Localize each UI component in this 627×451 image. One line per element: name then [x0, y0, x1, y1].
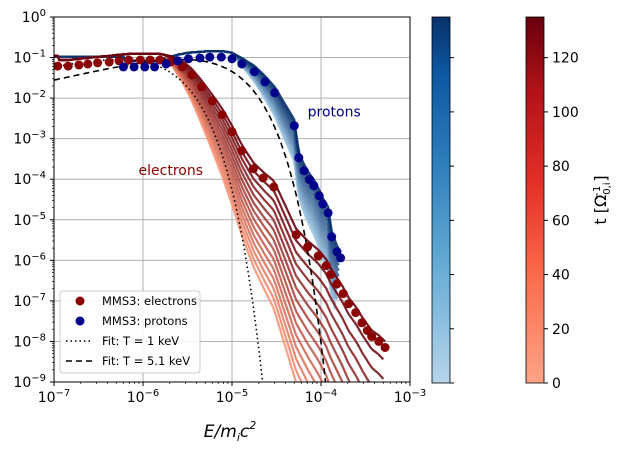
electron-data-point — [124, 55, 134, 65]
colorbar-tick-label: 40 — [552, 268, 570, 284]
proton-data-point — [205, 52, 215, 62]
y-tick-label: 10−1 — [13, 49, 46, 67]
electron-data-point — [197, 82, 207, 92]
colorbar-protons — [431, 16, 451, 384]
electron-data-point — [83, 59, 93, 69]
proton-data-point — [173, 56, 183, 66]
electron-data-point — [258, 173, 268, 183]
annotation-electrons: electrons — [139, 163, 203, 179]
y-tick-label: 10−8 — [13, 332, 46, 350]
legend-box — [59, 290, 201, 374]
electron-data-point — [374, 336, 384, 346]
y-tick-label: 10−9 — [13, 373, 46, 391]
electron-data-point — [321, 261, 331, 271]
proton-data-point — [161, 59, 171, 69]
electron-data-point — [344, 299, 354, 309]
colorbar-tick-label: 20 — [552, 322, 570, 338]
colorbar-tick-label: 120 — [552, 51, 579, 67]
axis-ticks: 10−7 10−6 10−5 10−4 10−3 100 10−1 10−2 10−3 10−4 1… — [13, 8, 426, 406]
electron-data-point — [104, 57, 114, 67]
electron-data-point — [63, 61, 73, 71]
x-tick-label: 10−5 — [216, 388, 249, 406]
proton-data-point — [118, 62, 128, 72]
proton-data-point — [318, 199, 328, 209]
electron-data-point — [93, 58, 103, 68]
electron-data-point — [291, 230, 301, 240]
y-tick-label: 10−3 — [13, 130, 46, 148]
electron-data-point — [357, 318, 367, 328]
colorbar-label: t [Ω0,i−1] — [591, 175, 613, 224]
legend-label: MMS3: electrons — [102, 294, 197, 308]
electron-data-point — [237, 146, 247, 156]
electron-data-point — [269, 182, 279, 192]
electron-data-point — [54, 61, 63, 71]
proton-data-point — [323, 208, 333, 218]
proton-data-point — [237, 59, 247, 69]
electron-data-point — [187, 70, 197, 80]
proton-data-point — [309, 181, 319, 191]
colorbars: 0 20 40 60 80 100 120 t [Ω0,i−1] — [431, 16, 613, 392]
proton-data-point — [314, 191, 324, 201]
y-tick-label: 10−6 — [13, 251, 46, 269]
electron-data-point — [217, 110, 227, 120]
colorbar-tick-label: 60 — [552, 213, 570, 229]
proton-data-point — [299, 166, 309, 176]
legend-marker — [75, 316, 85, 326]
electron-data-point — [303, 242, 313, 252]
proton-data-point — [270, 88, 280, 98]
fit-line-1kev — [54, 58, 264, 382]
fit-curves — [54, 58, 327, 382]
electron-data-point — [248, 164, 258, 174]
proton-data-point — [249, 67, 259, 77]
proton-data-point — [183, 54, 193, 64]
electron-data-point — [313, 251, 323, 261]
proton-data-point — [140, 62, 150, 72]
y-tick-label: 100 — [22, 8, 46, 26]
electron-data-point — [332, 279, 342, 289]
x-tick-label: 10−7 — [38, 388, 71, 406]
x-axis-label: E/mic2 — [204, 419, 256, 444]
y-tick-label: 10−7 — [13, 292, 46, 310]
colorbar-tick-label: 0 — [552, 376, 561, 392]
annotations: electrons protons — [139, 104, 361, 179]
legend-label: Fit: T = 1 keV — [102, 334, 179, 348]
fit-line-5kev — [54, 58, 327, 382]
electron-data-point — [135, 55, 145, 65]
annotation-protons: protons — [308, 104, 361, 120]
legend-marker — [75, 296, 85, 306]
y-tick-label: 10−5 — [13, 211, 46, 229]
electron-data-point — [380, 343, 390, 352]
proton-data-point — [260, 77, 270, 87]
proton-data-point — [289, 121, 299, 131]
legend-label: MMS3: protons — [102, 314, 188, 328]
legend: MMS3: electrons MMS3: protons Fit: T = 1 k… — [59, 290, 201, 374]
y-tick-label: 10−4 — [13, 170, 46, 188]
colorbar-electrons — [525, 16, 545, 384]
proton-data-point — [294, 153, 304, 163]
proton-data-point — [227, 54, 237, 64]
electron-data-point — [367, 332, 377, 342]
electron-data-point — [326, 270, 336, 279]
x-tick-label: 10−6 — [127, 388, 160, 406]
y-tick-label: 10−2 — [13, 89, 46, 107]
colorbar-tick-label: 100 — [552, 105, 579, 121]
x-tick-label: 10−3 — [394, 388, 427, 406]
electron-data-point — [227, 127, 237, 137]
proton-data-point — [216, 52, 226, 62]
electron-data-point — [207, 96, 217, 106]
electron-data-point — [145, 55, 155, 65]
x-tick-label: 10−4 — [305, 388, 338, 406]
proton-data-point — [150, 62, 160, 72]
proton-data-point — [129, 62, 139, 72]
colorbar-tick-label: 80 — [552, 159, 570, 175]
electron-data-point — [338, 289, 348, 299]
electron-data-point — [351, 308, 361, 318]
proton-data-point — [327, 232, 337, 242]
data-points — [54, 52, 390, 352]
electron-data-point — [74, 60, 84, 70]
proton-data-point — [336, 253, 346, 263]
legend-label: Fit: T = 5.1 keV — [102, 354, 190, 368]
proton-data-point — [195, 53, 205, 63]
